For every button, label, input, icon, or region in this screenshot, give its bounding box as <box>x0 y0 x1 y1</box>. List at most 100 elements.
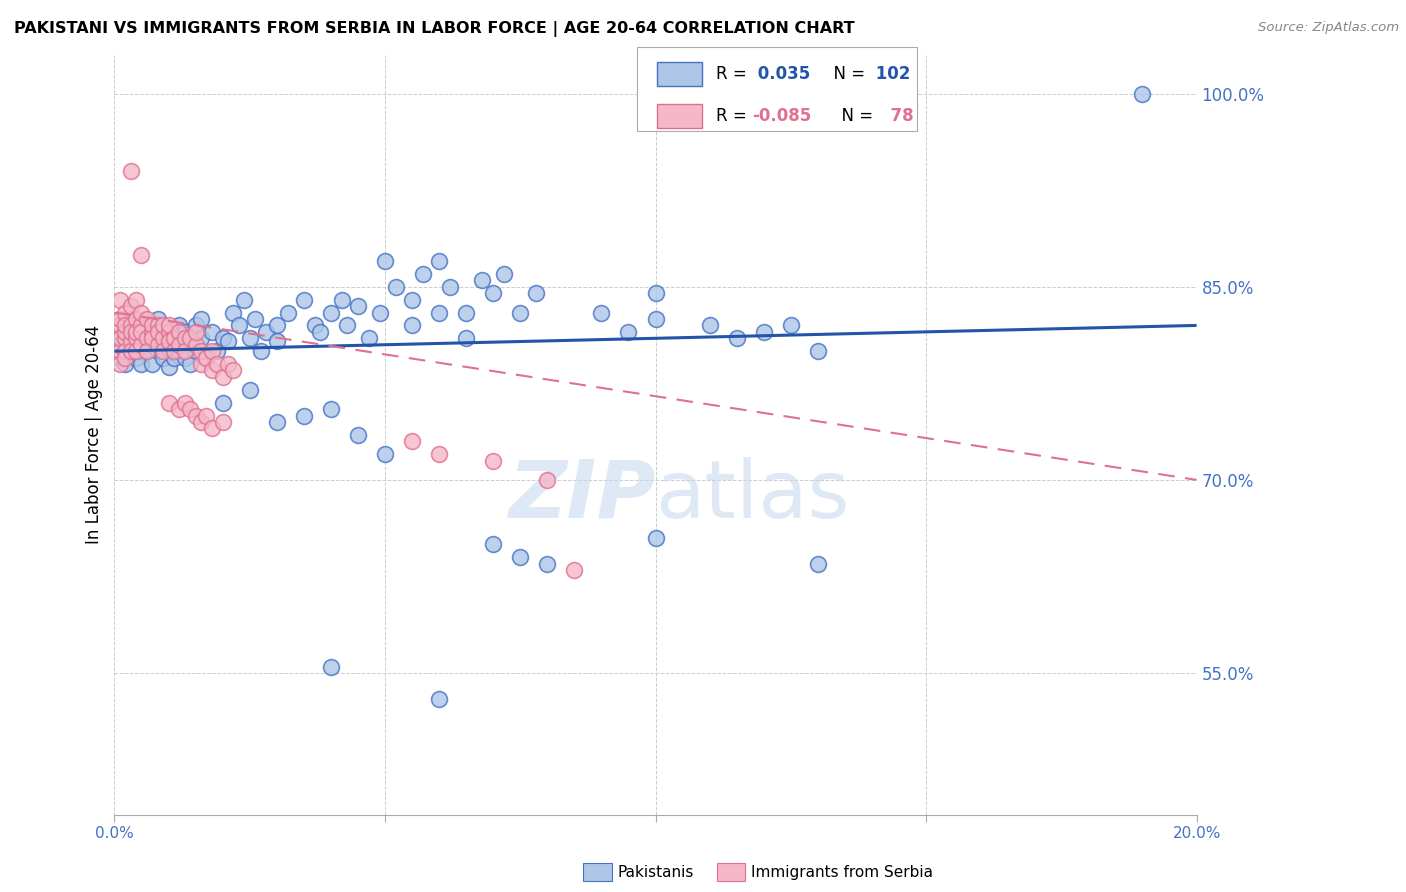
Point <box>427 254 450 268</box>
Point <box>536 557 558 571</box>
Point <box>179 357 201 371</box>
Point <box>201 363 224 377</box>
Point <box>163 331 186 345</box>
Text: ZIP: ZIP <box>508 457 655 534</box>
Point <box>807 344 830 359</box>
Point <box>152 351 174 365</box>
Point <box>152 331 174 345</box>
Point <box>205 344 228 359</box>
Point <box>492 267 515 281</box>
Point <box>222 363 245 377</box>
Point <box>644 531 666 545</box>
Point <box>108 331 131 345</box>
Point <box>347 299 370 313</box>
Point <box>374 254 396 268</box>
Point <box>131 357 153 371</box>
Point <box>169 344 191 359</box>
Point <box>157 328 180 343</box>
Point <box>292 409 315 423</box>
Point <box>120 312 142 326</box>
Point <box>217 334 239 348</box>
Point <box>108 331 131 345</box>
Text: Pakistanis: Pakistanis <box>617 865 693 880</box>
Point <box>157 395 180 409</box>
Point <box>152 344 174 359</box>
Point <box>146 325 169 339</box>
Point <box>509 550 531 565</box>
Point <box>169 325 191 339</box>
Point <box>141 357 163 371</box>
Text: atlas: atlas <box>655 457 849 534</box>
Point <box>330 293 353 307</box>
Point <box>427 447 450 461</box>
Point <box>146 331 169 345</box>
Point <box>439 280 461 294</box>
Point <box>752 325 775 339</box>
Point <box>108 357 131 371</box>
Point <box>152 318 174 333</box>
Point <box>135 344 157 359</box>
Point <box>319 659 342 673</box>
Point <box>157 342 180 356</box>
Point <box>146 312 169 326</box>
Point <box>135 331 157 345</box>
Point <box>120 299 142 313</box>
Point <box>169 402 191 417</box>
Point <box>309 325 332 339</box>
Text: N =: N = <box>831 107 873 125</box>
Point <box>266 415 288 429</box>
Point <box>114 305 136 319</box>
Point <box>319 305 342 319</box>
Point <box>114 325 136 339</box>
Point <box>135 318 157 333</box>
Text: Immigrants from Serbia: Immigrants from Serbia <box>751 865 932 880</box>
Point <box>319 402 342 417</box>
Text: N =: N = <box>823 65 865 83</box>
Point <box>157 334 180 348</box>
Point <box>243 312 266 326</box>
Point <box>222 305 245 319</box>
Text: 78: 78 <box>879 107 914 125</box>
Point <box>233 293 256 307</box>
Point <box>190 344 212 359</box>
Point <box>384 280 406 294</box>
Point <box>201 344 224 359</box>
Point <box>482 286 505 301</box>
Point <box>401 434 423 449</box>
Point <box>347 427 370 442</box>
Point <box>141 331 163 345</box>
Text: 102: 102 <box>870 65 911 83</box>
Point <box>190 331 212 345</box>
Point <box>120 318 142 333</box>
Point <box>131 318 153 333</box>
Point <box>114 331 136 345</box>
Point <box>114 318 136 333</box>
Point <box>152 334 174 348</box>
Point <box>644 312 666 326</box>
Point <box>179 402 201 417</box>
Text: R =: R = <box>716 65 752 83</box>
Point <box>401 318 423 333</box>
Point <box>266 318 288 333</box>
Point <box>114 344 136 359</box>
Point <box>401 293 423 307</box>
Point <box>131 325 153 339</box>
Point <box>114 351 136 365</box>
Point <box>131 337 153 351</box>
Point <box>1132 87 1154 101</box>
Point <box>108 318 131 333</box>
Point <box>120 344 142 359</box>
Point <box>190 415 212 429</box>
Point <box>120 325 142 339</box>
Point <box>807 557 830 571</box>
Point <box>146 337 169 351</box>
Point <box>201 325 224 339</box>
Point <box>211 370 233 384</box>
Text: Source: ZipAtlas.com: Source: ZipAtlas.com <box>1258 21 1399 34</box>
Point <box>157 359 180 374</box>
Point <box>141 337 163 351</box>
Point <box>125 318 148 333</box>
Point <box>374 447 396 461</box>
Point <box>120 325 142 339</box>
Point <box>239 383 262 397</box>
